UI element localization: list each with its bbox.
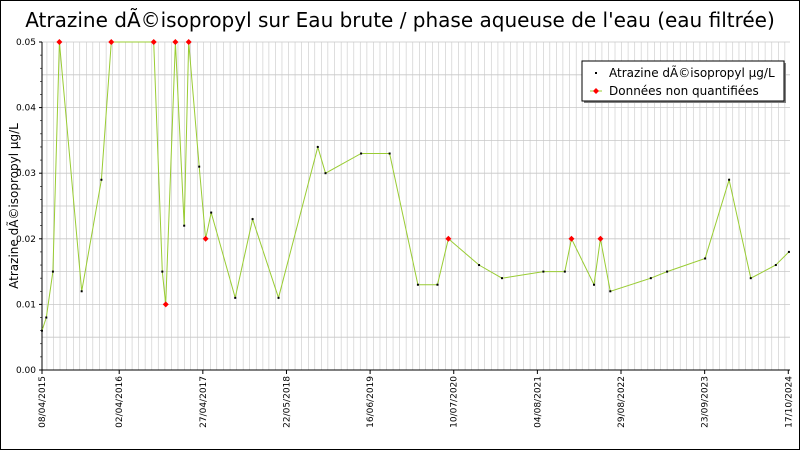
data-point bbox=[787, 250, 790, 253]
y-tick-label: 0.03 bbox=[16, 169, 36, 179]
data-point bbox=[388, 152, 391, 155]
data-point bbox=[500, 277, 503, 280]
data-point bbox=[324, 172, 327, 175]
legend-marker-quantified bbox=[595, 72, 597, 74]
data-point bbox=[649, 277, 652, 280]
data-point-non-quantified bbox=[445, 235, 452, 242]
data-point bbox=[360, 152, 363, 155]
x-tick-label: 23/09/2023 bbox=[701, 376, 711, 428]
data-point bbox=[774, 264, 777, 267]
data-point bbox=[316, 145, 319, 148]
legend-marker-non-quantified bbox=[593, 88, 599, 94]
legend-label: Atrazine dÃ©isopropyl µg/L bbox=[609, 65, 775, 80]
data-point bbox=[666, 270, 669, 273]
series-layer bbox=[41, 39, 790, 332]
y-tick-label: 0.05 bbox=[16, 38, 36, 48]
data-point bbox=[183, 224, 186, 227]
data-point-non-quantified bbox=[597, 235, 604, 242]
data-point bbox=[198, 165, 201, 168]
data-point bbox=[749, 277, 752, 280]
data-point-non-quantified bbox=[150, 39, 157, 45]
y-tick-label: 0.01 bbox=[16, 300, 36, 310]
data-point-non-quantified bbox=[172, 39, 179, 45]
data-point bbox=[704, 257, 707, 260]
data-point bbox=[210, 211, 213, 214]
data-point-non-quantified bbox=[162, 301, 169, 308]
y-tick-label: 0.02 bbox=[16, 235, 36, 245]
data-point bbox=[51, 270, 54, 273]
x-tick-label: 02/04/2016 bbox=[115, 376, 125, 428]
data-point bbox=[609, 290, 612, 293]
data-point bbox=[592, 283, 595, 286]
x-tick-label: 17/10/2024 bbox=[784, 376, 794, 428]
data-point bbox=[563, 270, 566, 273]
data-point-non-quantified bbox=[56, 39, 63, 45]
x-tick-label: 08/04/2015 bbox=[38, 376, 48, 428]
x-tick-label: 22/05/2018 bbox=[282, 376, 292, 428]
data-point-non-quantified bbox=[185, 39, 192, 45]
data-point bbox=[161, 270, 164, 273]
legend: Atrazine dÃ©isopropyl µg/L Données non qu… bbox=[581, 60, 786, 103]
data-point bbox=[277, 296, 280, 299]
x-tick-label: 10/07/2020 bbox=[450, 376, 460, 428]
y-tick-label: 0.04 bbox=[16, 104, 36, 114]
y-axis-title: Atrazine dÃ©isopropyl µg/L bbox=[6, 123, 21, 289]
data-point bbox=[45, 316, 48, 319]
chart-title: Atrazine dÃ©isopropyl sur Eau brute / ph… bbox=[25, 8, 775, 32]
data-point bbox=[251, 218, 254, 221]
legend-label: Données non quantifiées bbox=[609, 84, 759, 98]
data-point bbox=[436, 283, 439, 286]
x-tick-label: 16/06/2019 bbox=[366, 376, 376, 428]
x-tick-label: 04/08/2021 bbox=[533, 376, 543, 428]
y-tick-label: 0.00 bbox=[16, 366, 36, 376]
data-point bbox=[478, 264, 481, 267]
axis-layer: 0.00 0.01 0.02 0.03 0.04 0.05 Atrazine dÃ©isop… bbox=[6, 38, 794, 428]
x-tick-label: 29/08/2022 bbox=[617, 376, 627, 428]
data-point bbox=[41, 329, 43, 332]
data-point bbox=[80, 290, 83, 293]
data-point-non-quantified bbox=[568, 235, 575, 242]
data-point-non-quantified bbox=[108, 39, 115, 45]
legend-box bbox=[581, 60, 785, 102]
data-point-non-quantified bbox=[202, 235, 209, 242]
data-point bbox=[416, 283, 419, 286]
x-tick-label: 27/04/2017 bbox=[199, 376, 209, 428]
data-point bbox=[728, 178, 731, 181]
data-point bbox=[542, 270, 545, 273]
data-point bbox=[234, 296, 237, 299]
data-point bbox=[100, 178, 103, 181]
